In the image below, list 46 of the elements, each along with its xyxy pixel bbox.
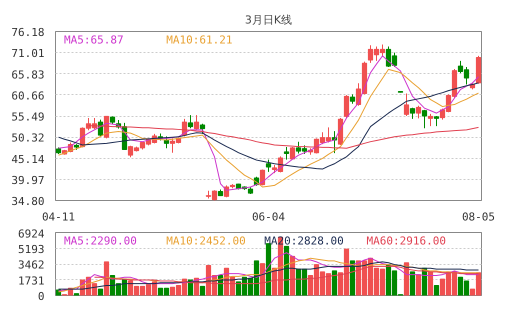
candlestick xyxy=(350,94,356,104)
line-series xyxy=(58,82,479,170)
y-tick-label: 55.49 xyxy=(11,110,45,124)
text: MA5:65.87 xyxy=(64,34,124,46)
y-tick-label: 39.97 xyxy=(11,174,45,187)
y-tick-label: 71.01 xyxy=(11,47,45,60)
candlestick xyxy=(266,159,272,172)
bar xyxy=(332,270,338,296)
line-series xyxy=(58,252,479,292)
bar xyxy=(98,288,104,296)
y-tick-label: 45.14 xyxy=(11,152,45,166)
series-label: MA60:2916.00 xyxy=(366,234,446,248)
candlestick xyxy=(290,146,296,160)
candlestick xyxy=(404,92,410,116)
y-tick-label: 76.18 xyxy=(11,26,45,39)
x-tick-label: 06-04 xyxy=(252,210,286,224)
candlestick xyxy=(416,105,422,119)
candlestick xyxy=(194,114,200,130)
text: MA10:2452.00 xyxy=(166,234,246,248)
chart-title: 3月日K线 xyxy=(244,14,292,26)
y-tick-label: 0 xyxy=(38,290,44,303)
bar xyxy=(416,274,422,296)
x-tick-label: 04-11 xyxy=(42,210,76,224)
text: MA5:2290.00 xyxy=(64,234,137,248)
y-tick-label: 6924 xyxy=(18,228,45,240)
y-tick-label: 50.32 xyxy=(11,132,45,145)
y-tick-label: 34.80 xyxy=(11,195,45,208)
candlestick xyxy=(422,109,428,129)
line-series xyxy=(94,266,479,284)
y-tick-label: 60.66 xyxy=(11,89,45,102)
candlestick xyxy=(164,136,170,149)
y-tick-label: 65.83 xyxy=(11,68,45,82)
candlestick xyxy=(284,146,290,160)
candlestick xyxy=(344,94,350,118)
candlestick xyxy=(434,115,440,127)
y-tick-label: 3462 xyxy=(18,258,45,272)
bar xyxy=(200,286,206,296)
x-tick-label: 08-05 xyxy=(462,210,496,224)
y-tick-label: 1731 xyxy=(18,274,45,288)
bar xyxy=(434,284,440,296)
candlestick xyxy=(200,123,206,134)
y-tick-label: 5193 xyxy=(18,242,45,256)
text: MA10:61.21 xyxy=(166,34,232,46)
candlestick xyxy=(428,113,434,127)
candlestick xyxy=(188,114,194,129)
bar xyxy=(410,271,416,296)
